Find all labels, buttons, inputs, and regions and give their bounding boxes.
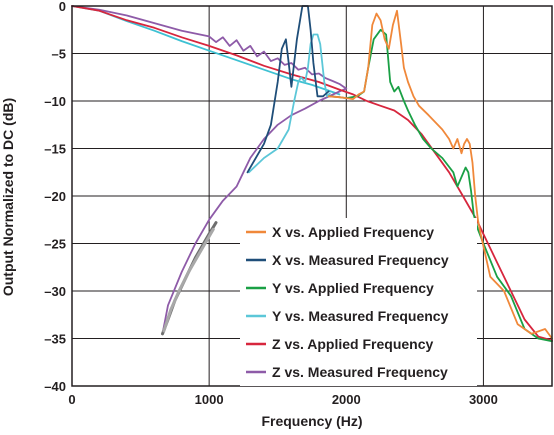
series-layer [71,5,553,343]
y-tick-label: –30 [44,284,66,299]
y-axis-label: Output Normalized to DC (dB) [0,98,16,296]
y-tick-label: –40 [44,379,66,394]
legend-label: Y vs. Applied Frequency [272,280,434,296]
series-line-5 [71,5,348,335]
y-tick-label: –35 [44,332,66,347]
legend: X vs. Applied Frequency X vs. Measured Fr… [240,218,477,386]
x-tick-label: 1000 [195,392,224,407]
series-line-4 [71,5,553,342]
series-line-3 [247,33,331,174]
x-tick-label: 3000 [469,392,498,407]
x-tick-label: 2000 [332,392,361,407]
y-axis-ticks: 0 –5 –10 –15 –20 –25 –30 –35 –40 [44,0,66,394]
y-tick-label: –15 [44,142,66,157]
y-tick-label: –5 [52,47,66,62]
series-line-7 [162,227,215,333]
x-tick-label: 0 [68,392,75,407]
legend-label: X vs. Applied Frequency [272,224,434,240]
x-axis-label: Frequency (Hz) [261,413,362,429]
series-line-1 [246,5,330,174]
legend-label: Y vs. Measured Frequency [272,308,449,324]
legend-label: X vs. Measured Frequency [272,252,449,268]
series-line-0 [327,9,553,340]
y-tick-label: –25 [44,237,66,252]
y-tick-label: –10 [44,94,66,109]
legend-label: Z vs. Measured Frequency [272,364,448,380]
y-tick-label: 0 [59,0,66,14]
x-axis-ticks: 0 1000 2000 3000 [68,392,498,407]
y-tick-label: –20 [44,189,66,204]
legend-background [240,218,477,386]
legend-label: Z vs. Applied Frequency [272,336,434,352]
